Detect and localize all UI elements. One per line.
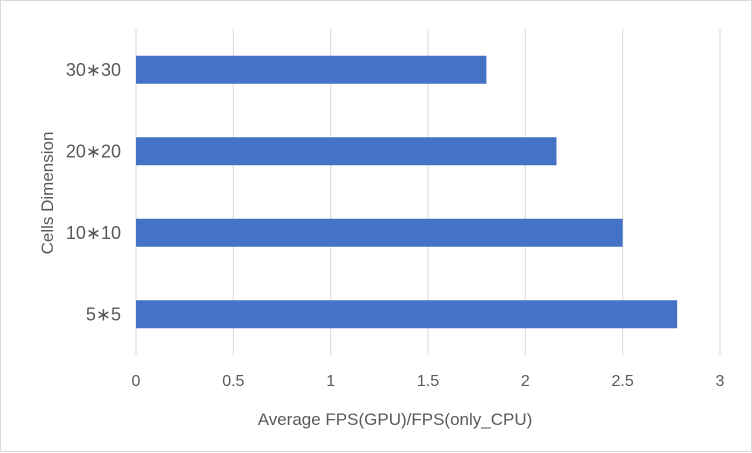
bar xyxy=(136,137,557,166)
bar xyxy=(136,218,623,247)
x-tick-label: 2 xyxy=(521,373,530,390)
x-axis-title: Average FPS(GPU)/FPS(only_CPU) xyxy=(258,410,533,429)
bar xyxy=(136,300,678,329)
x-tick-label: 1.5 xyxy=(417,373,439,390)
x-tick-labels: 0 0.5 1 1.5 2 2.5 3 xyxy=(132,373,725,390)
y-category-label: 10∗10 xyxy=(66,223,121,243)
x-tick-label: 0 xyxy=(132,373,141,390)
y-category-label: 5∗5 xyxy=(86,304,121,324)
x-tick-label: 2.5 xyxy=(612,373,634,390)
x-tick-label: 1 xyxy=(326,373,335,390)
x-tick-label: 0.5 xyxy=(222,373,244,390)
x-tick-label: 3 xyxy=(716,373,725,390)
y-category-label: 30∗30 xyxy=(66,60,121,80)
y-category-labels: 5∗5 10∗10 20∗20 30∗30 xyxy=(66,60,121,325)
bars xyxy=(136,55,678,329)
bar xyxy=(136,55,487,84)
y-category-label: 20∗20 xyxy=(66,141,121,161)
y-axis-title: Cells Dimension xyxy=(38,132,57,255)
